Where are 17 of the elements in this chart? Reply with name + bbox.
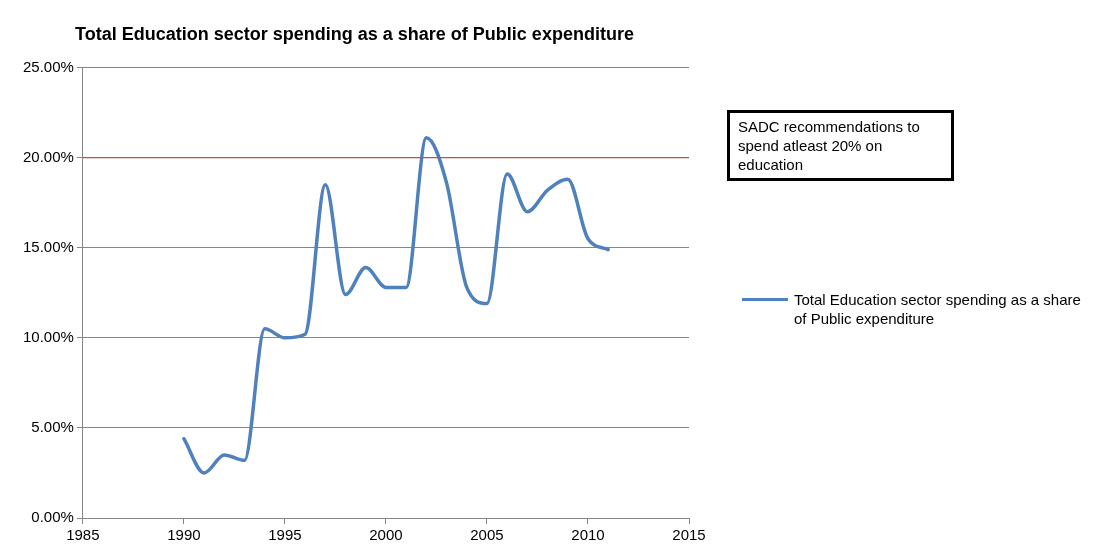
- x-tick-label: 2000: [369, 526, 403, 544]
- x-tick-label: 1995: [268, 526, 302, 544]
- x-tick-label: 2010: [571, 526, 605, 544]
- text: SADC recommendations to spend atleast 20% on education: [727, 110, 954, 181]
- y-tick-label: 10.00%: [23, 327, 74, 345]
- x-tick-label: 1985: [66, 526, 100, 544]
- y-tick-label: 15.00%: [23, 237, 74, 255]
- y-tick-label: 20.00%: [23, 147, 74, 165]
- x-tick-label: 1990: [167, 526, 201, 544]
- line-series: [182, 136, 610, 475]
- y-tick-label: 0.00%: [31, 508, 74, 526]
- y-tick-label: 25.00%: [23, 57, 74, 75]
- x-tick-label: 2005: [470, 526, 504, 544]
- chart-title: Total Education sector spending as a share of Public expenditure: [75, 23, 634, 44]
- x-tick-label: 2015: [672, 526, 706, 544]
- legend-label: Total Education sector spending as a share of Public expenditure: [794, 290, 1082, 328]
- y-tick-label: 5.00%: [31, 418, 74, 436]
